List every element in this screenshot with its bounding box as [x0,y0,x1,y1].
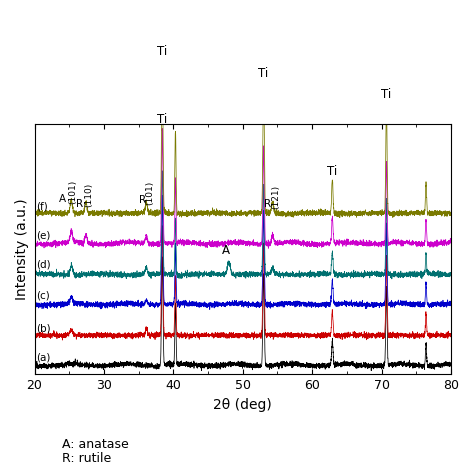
Text: (f): (f) [36,201,48,212]
Text: (121): (121) [271,185,280,209]
Y-axis label: Intensity (a.u.): Intensity (a.u.) [15,198,29,300]
Text: R: R [264,199,271,209]
Text: (e): (e) [36,230,50,240]
Text: A: anatase: A: anatase [62,438,128,451]
Text: Ti: Ti [381,88,392,101]
Text: Ti: Ti [157,45,167,58]
Text: R: R [76,199,83,209]
Text: Ti: Ti [258,67,269,80]
Text: A: A [221,245,229,257]
Text: A: A [59,194,66,204]
Text: R: rutile: R: rutile [62,452,111,465]
Text: (101): (101) [68,180,77,204]
Text: (101): (101) [146,181,155,206]
Text: (d): (d) [36,259,51,269]
Text: (a): (a) [36,352,50,362]
Text: (b): (b) [36,323,51,333]
Text: Ti: Ti [327,164,337,178]
X-axis label: 2θ (deg): 2θ (deg) [213,398,272,411]
Text: (c): (c) [36,291,50,301]
Text: Ti: Ti [157,113,167,126]
Text: (110): (110) [84,182,93,207]
Text: R: R [138,195,146,206]
